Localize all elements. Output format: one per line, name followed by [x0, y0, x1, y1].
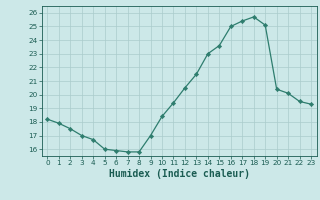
X-axis label: Humidex (Indice chaleur): Humidex (Indice chaleur) [109, 169, 250, 179]
